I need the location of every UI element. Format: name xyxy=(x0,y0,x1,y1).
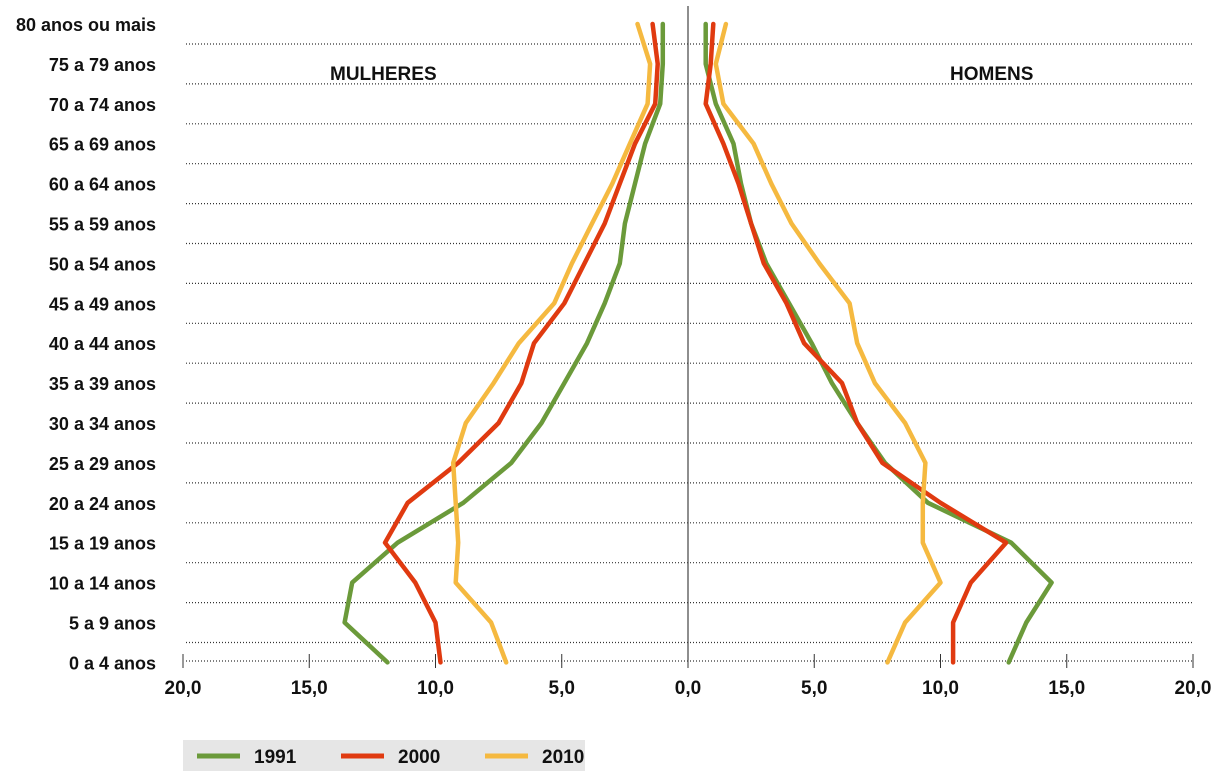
y-tick-label: 20 a 24 anos xyxy=(49,494,156,514)
series-lines xyxy=(342,21,1054,665)
series-line-2000-women xyxy=(382,21,660,665)
y-tick-label: 45 a 49 anos xyxy=(49,294,156,314)
legend: 1991 2000 2010 xyxy=(183,740,585,771)
series-2000 xyxy=(382,21,1009,665)
y-tick-label: 70 a 74 anos xyxy=(49,95,156,115)
y-axis-labels: 0 a 4 anos 5 a 9 anos 10 a 14 anos 15 a 19 … xyxy=(16,15,156,673)
y-tick-label: 75 a 79 anos xyxy=(49,55,156,75)
x-tick-label: 15,0 xyxy=(291,678,328,699)
y-tick-label: 35 a 39 anos xyxy=(49,374,156,394)
x-axis-labels: 20,0 15,0 10,0 5,0 0,0 5,0 10,0 15,0 20,0 xyxy=(165,678,1212,699)
series-1991 xyxy=(342,21,1054,665)
series-line-1991-men xyxy=(703,21,1054,665)
y-tick-label: 50 a 54 anos xyxy=(49,254,156,274)
x-tick-label: 20,0 xyxy=(1175,678,1212,699)
y-tick-label: 60 a 64 anos xyxy=(49,175,156,195)
x-tick-label: 20,0 xyxy=(165,678,202,699)
legend-label-2010: 2010 xyxy=(542,747,584,768)
y-tick-label: 5 a 9 anos xyxy=(69,614,156,634)
y-tick-label: 30 a 34 anos xyxy=(49,414,156,434)
series-line-2000-men xyxy=(703,21,1009,665)
y-tick-label: 25 a 29 anos xyxy=(49,454,156,474)
y-tick-label: 40 a 44 anos xyxy=(49,334,156,354)
x-tick-label: 0,0 xyxy=(675,678,701,699)
series-line-2010-women xyxy=(450,21,653,665)
x-tick-label: 10,0 xyxy=(417,678,454,699)
series-2010 xyxy=(450,21,943,665)
x-tick-label: 5,0 xyxy=(549,678,575,699)
y-tick-label: 65 a 69 anos xyxy=(49,135,156,155)
series-line-2010-men xyxy=(713,21,943,665)
y-tick-label: 10 a 14 anos xyxy=(49,574,156,594)
x-tick-label: 5,0 xyxy=(801,678,827,699)
panel-label-men: HOMENS xyxy=(950,64,1033,85)
legend-label-1991: 1991 xyxy=(254,747,297,768)
y-tick-label: 15 a 19 anos xyxy=(49,534,156,554)
y-tick-label: 55 a 59 anos xyxy=(49,215,156,235)
x-tick-label: 15,0 xyxy=(1048,678,1085,699)
y-tick-label: 80 anos ou mais xyxy=(16,15,156,35)
y-tick-label: 0 a 4 anos xyxy=(69,653,156,673)
x-tick-label: 10,0 xyxy=(922,678,959,699)
panel-label-women: MULHERES xyxy=(330,64,437,85)
legend-label-2000: 2000 xyxy=(398,747,440,768)
series-line-1991-women xyxy=(342,21,666,665)
